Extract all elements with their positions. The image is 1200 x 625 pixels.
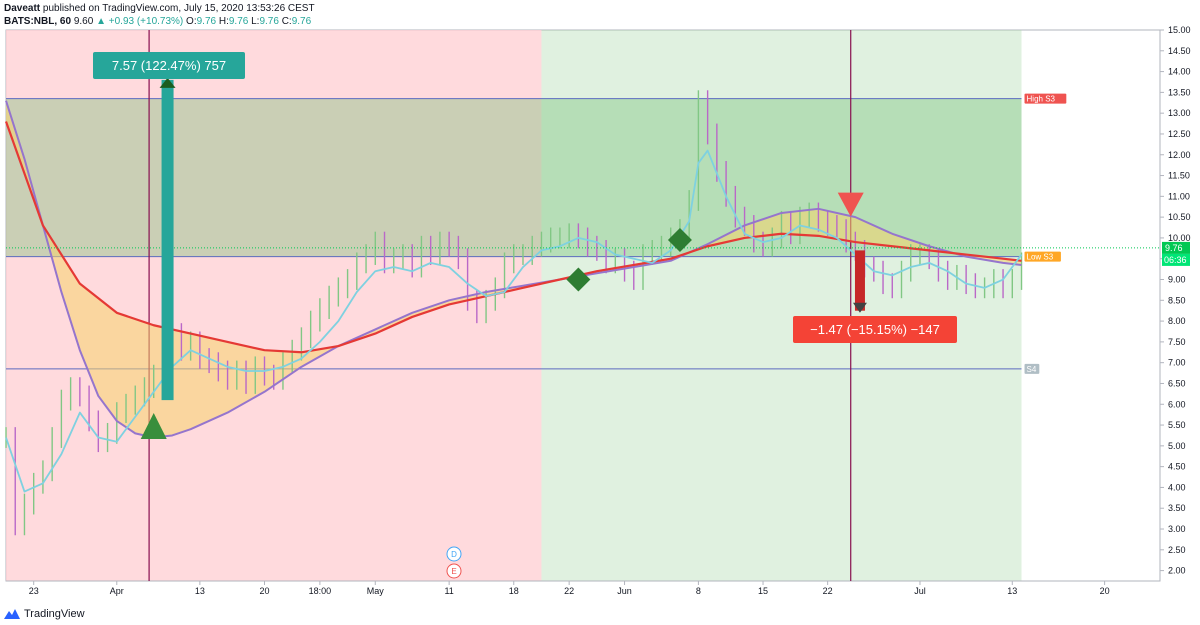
countdown-tag: 06:36 — [1164, 255, 1187, 265]
x-tick-label: Jun — [617, 586, 632, 596]
last-price: 9.60 — [73, 16, 94, 27]
x-tick-label: Apr — [110, 586, 124, 596]
y-tick-label: 11.50 — [1168, 171, 1190, 181]
short-trade-label-box — [793, 316, 957, 343]
sell-signal-icon — [837, 192, 864, 217]
y-tick-label: 14.50 — [1168, 46, 1191, 56]
open-label: O: — [186, 16, 197, 27]
zone-green — [541, 30, 1022, 581]
x-tick-label: 22 — [823, 586, 833, 596]
y-tick-label: 3.00 — [1168, 524, 1186, 534]
tradingview-brand: TradingView — [24, 608, 85, 620]
event-marker-label: E — [451, 567, 456, 576]
buy-signal-icon — [140, 413, 167, 440]
y-tick-label: 12.50 — [1168, 129, 1191, 139]
y-tick-label: 4.00 — [1168, 482, 1186, 492]
y-tick-label: 5.00 — [1168, 441, 1186, 451]
close-value: 9.76 — [291, 16, 312, 27]
x-tick-label: 18:00 — [309, 586, 332, 596]
x-tick-label: 20 — [259, 586, 269, 596]
level-tag-bg — [1024, 251, 1061, 262]
fast-ma-line — [4, 121, 1022, 354]
close-label: C: — [281, 16, 292, 27]
x-tick-label: 13 — [195, 586, 205, 596]
publisher-name[interactable]: Daveatt — [4, 3, 41, 14]
open-value: 9.76 — [196, 16, 217, 27]
price-change: +0.93 (+10.73%) — [108, 16, 184, 27]
diamond-signal-icon — [566, 267, 591, 292]
level-tag: High S3 — [1027, 95, 1056, 104]
x-tick-label: 22 — [564, 586, 574, 596]
y-tick-label: 5.50 — [1168, 420, 1186, 430]
y-tick-label: 9.00 — [1168, 275, 1186, 285]
last-price-tag: 9.76 — [1165, 243, 1183, 253]
high-value: 9.76 — [228, 16, 249, 27]
long-trade-label-box — [93, 52, 245, 79]
long-trade-label: 7.57 (122.47%) 757 — [112, 58, 226, 73]
y-tick-label: 11.00 — [1168, 191, 1190, 201]
slow-ma-line — [5, 100, 1022, 439]
x-tick-label: 18 — [509, 586, 519, 596]
x-tick-label: 11 — [444, 586, 453, 596]
y-tick-label: 6.50 — [1168, 378, 1186, 388]
high-label: H: — [218, 16, 229, 27]
y-tick-label: 3.50 — [1168, 503, 1186, 513]
long-trade-arrow-icon — [159, 77, 176, 88]
x-tick-label: 15 — [758, 586, 768, 596]
x-tick-label: Jul — [914, 586, 926, 596]
y-tick-label: 10.00 — [1168, 233, 1191, 243]
y-tick-label: 15.00 — [1168, 25, 1191, 35]
level-tag-bg — [1024, 93, 1067, 104]
y-tick-label: 8.50 — [1168, 295, 1186, 305]
triangle-up-icon: ▲ — [96, 16, 106, 27]
tradingview-footer[interactable]: TradingView — [4, 605, 85, 623]
y-tick-label: 13.50 — [1168, 87, 1191, 97]
diamond-signal-icon — [667, 228, 692, 253]
x-tick-label: 23 — [29, 586, 39, 596]
signal-line — [5, 149, 1023, 493]
y-tick-label: 13.00 — [1168, 108, 1191, 118]
y-tick-label: 14.00 — [1168, 67, 1191, 77]
low-value: 9.76 — [259, 16, 279, 27]
chart-header: Daveatt published on TradingView.com, Ju… — [4, 2, 904, 32]
y-tick-label: 2.00 — [1168, 566, 1186, 576]
y-tick-label: 6.00 — [1168, 399, 1186, 409]
level-tag: S4 — [1027, 365, 1037, 374]
y-tick-label: 7.50 — [1168, 337, 1186, 347]
x-tick-label: 13 — [1007, 586, 1017, 596]
level-tag: Low S3 — [1027, 253, 1054, 262]
long-trade-bar — [161, 79, 174, 401]
symbol-label[interactable]: BATS:NBL, 60 — [4, 16, 72, 27]
last-price-tag-bg — [1162, 241, 1190, 254]
x-tick-label: 20 — [1100, 586, 1110, 596]
level-tag-bg — [1024, 363, 1040, 374]
event-marker-icon — [446, 546, 462, 562]
publish-info: published on TradingView.com, July 15, 2… — [42, 3, 315, 14]
x-tick-label: May — [367, 586, 385, 596]
y-tick-label: 4.50 — [1168, 462, 1186, 472]
countdown-tag-bg — [1162, 253, 1190, 266]
y-tick-label: 7.00 — [1168, 358, 1186, 368]
x-tick-label: 8 — [696, 586, 701, 596]
short-trade-arrow-icon — [852, 302, 867, 313]
price-chart[interactable]: High S3 Low S3 S4 7.57 (122.47%) 757 −1.47 (… — [0, 0, 1200, 605]
ma-fill — [6, 100, 1022, 438]
event-marker-label: D — [451, 550, 457, 559]
y-tick-label: 12.00 — [1168, 150, 1191, 160]
short-trade-bar — [854, 250, 865, 311]
y-tick-label: 2.50 — [1168, 545, 1186, 555]
low-label: L: — [251, 16, 260, 27]
event-marker-icon — [446, 563, 462, 579]
tradingview-logo-icon — [4, 609, 20, 619]
y-tick-label: 8.00 — [1168, 316, 1186, 326]
short-trade-label: −1.47 (−15.15%) −147 — [810, 322, 940, 337]
y-tick-label: 10.50 — [1168, 212, 1191, 222]
